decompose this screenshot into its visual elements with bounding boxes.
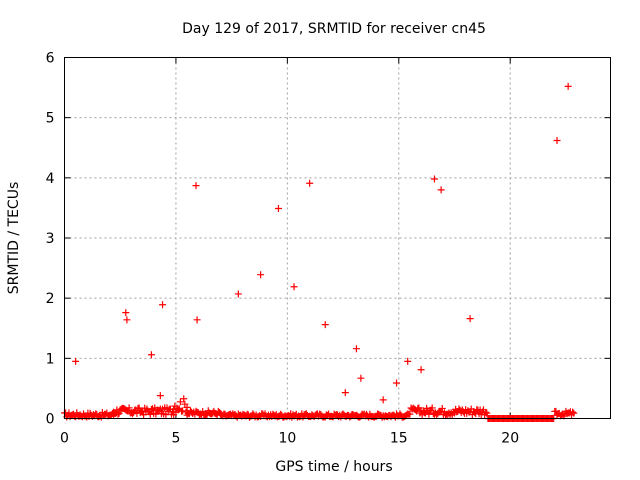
y-tick-label: 5	[46, 111, 55, 127]
x-tick-label: 5	[171, 431, 180, 447]
data-point-outlier	[122, 309, 130, 317]
data-point	[115, 409, 123, 417]
data-point-outlier	[306, 179, 314, 187]
data-point-outlier	[437, 186, 445, 194]
data-point	[569, 408, 577, 416]
x-axis-label: GPS time / hours	[275, 459, 392, 475]
data-point	[180, 395, 188, 403]
grid-lines	[64, 57, 611, 419]
x-tick-label: 15	[390, 431, 408, 447]
data-point	[147, 406, 155, 414]
data-point-outlier	[159, 301, 167, 309]
data-point-outlier	[393, 379, 401, 387]
data-point-outlier	[72, 357, 80, 365]
x-tick-label: 10	[278, 431, 296, 447]
data-point	[199, 407, 207, 415]
x-tick-label: 0	[60, 431, 69, 447]
y-tick-label: 1	[46, 351, 55, 367]
data-point	[406, 410, 414, 418]
data-point-outlier	[357, 374, 365, 382]
x-tick-label: 20	[501, 431, 519, 447]
chart-title: Day 129 of 2017, SRMTID for receiver cn4…	[182, 21, 486, 37]
y-tick-label: 4	[46, 171, 55, 187]
data-point-outlier	[290, 283, 298, 291]
data-point-outlier	[156, 392, 164, 400]
data-point-outlier	[274, 205, 282, 213]
data-point-outlier	[147, 351, 155, 359]
y-tick-label: 2	[46, 291, 55, 307]
data-point	[455, 405, 463, 413]
data-point-outlier	[321, 321, 329, 329]
data-point-outlier	[466, 315, 474, 323]
plot-frame	[64, 57, 611, 419]
data-point-outlier	[564, 82, 572, 90]
data-point-outlier	[404, 357, 412, 365]
y-tick-label: 0	[46, 412, 55, 428]
data-point-outlier	[341, 389, 349, 397]
data-point	[570, 409, 578, 417]
data-points	[61, 82, 578, 422]
data-point-outlier	[257, 271, 265, 279]
data-point-outlier	[192, 182, 200, 190]
data-point-outlier	[123, 316, 131, 324]
axis-ticks: 0 1 2 3 4 5 6 0 5 10 15 20	[46, 51, 611, 447]
data-point	[438, 404, 446, 412]
data-point	[482, 408, 490, 416]
data-point	[483, 409, 491, 417]
data-point-outlier	[553, 137, 561, 145]
data-point	[125, 404, 133, 412]
data-point	[174, 406, 182, 414]
y-tick-label: 3	[46, 231, 55, 247]
data-point-outlier	[430, 175, 438, 183]
data-point-outlier	[193, 316, 201, 324]
data-point	[114, 410, 122, 418]
data-point-outlier	[352, 345, 360, 353]
data-point	[183, 403, 191, 411]
data-point-outlier	[417, 366, 425, 374]
y-axis-label: SRMTID / TECUs	[6, 182, 22, 295]
data-point	[179, 407, 187, 415]
data-point	[133, 409, 141, 417]
data-point-outlier	[379, 396, 387, 404]
data-point	[176, 398, 184, 406]
data-point	[428, 404, 436, 412]
y-tick-label: 6	[46, 51, 55, 67]
data-point-outlier	[234, 290, 242, 298]
